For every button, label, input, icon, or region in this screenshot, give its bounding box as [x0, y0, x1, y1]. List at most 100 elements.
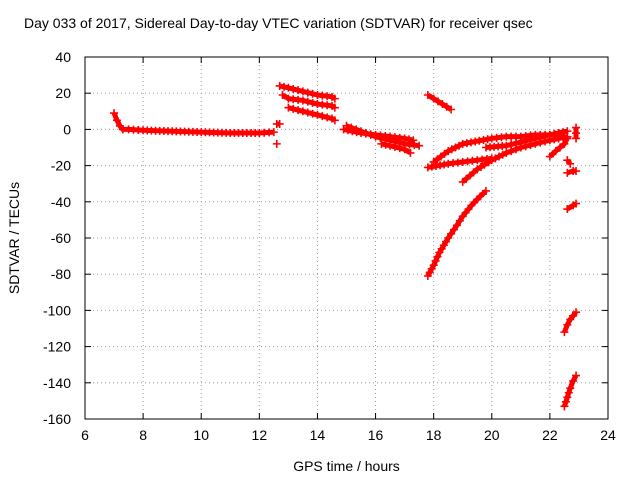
data-point [560, 402, 569, 411]
data-point [289, 84, 298, 93]
data-point [431, 256, 440, 265]
data-point [481, 186, 490, 195]
data-point [377, 139, 386, 148]
data-point [569, 376, 578, 385]
data-point [545, 130, 554, 139]
data-point [376, 133, 385, 142]
data-point [521, 136, 530, 145]
data-point [561, 397, 570, 406]
y-tick-label: 40 [55, 49, 71, 65]
data-point [395, 144, 404, 153]
data-point [455, 141, 464, 150]
data-point [272, 139, 281, 148]
series-14 [423, 186, 490, 281]
data-point [564, 388, 573, 397]
data-point [280, 82, 289, 91]
data-point [442, 102, 451, 111]
data-point [357, 127, 366, 136]
data-point [545, 152, 554, 161]
y-tick-label: -60 [51, 230, 71, 246]
data-point [502, 141, 511, 150]
data-point [318, 112, 327, 121]
data-point [275, 119, 284, 128]
x-tick-label: 8 [139, 427, 147, 443]
data-point [536, 133, 545, 142]
data-point [415, 141, 424, 150]
data-point [298, 96, 307, 105]
data-point [303, 97, 312, 106]
data-point [308, 89, 317, 98]
y-tick-label: -80 [51, 266, 71, 282]
data-point [447, 229, 456, 238]
data-point [284, 103, 293, 112]
data-point [554, 129, 563, 138]
data-point [308, 109, 317, 118]
series-21 [560, 371, 581, 411]
y-tick-label: -100 [43, 302, 71, 318]
data-point [269, 128, 278, 137]
y-tick-label: -20 [51, 158, 71, 174]
data-point [308, 98, 317, 107]
data-point [563, 168, 572, 177]
data-point [112, 116, 121, 125]
data-point [303, 108, 312, 117]
data-point [342, 121, 351, 130]
y-tick-label: -120 [43, 339, 71, 355]
data-point [284, 83, 293, 92]
data-series [110, 81, 581, 411]
data-point [491, 154, 500, 163]
data-point [294, 86, 303, 95]
x-tick-label: 12 [252, 427, 268, 443]
y-tick-label: 20 [55, 85, 71, 101]
data-point [330, 94, 339, 103]
data-point [423, 91, 432, 100]
data-point [507, 140, 516, 149]
data-point [452, 221, 461, 230]
data-point [450, 225, 459, 234]
x-axis-label: GPS time / hours [293, 458, 400, 474]
data-point [366, 130, 375, 139]
data-point [400, 145, 409, 154]
series-line [425, 189, 488, 278]
data-point [563, 320, 572, 329]
x-tick-label: 14 [310, 427, 326, 443]
y-tick-label: -40 [51, 194, 71, 210]
data-point [429, 261, 438, 270]
data-point [347, 123, 356, 132]
series-13 [481, 127, 572, 152]
series-0 [110, 109, 278, 138]
grid-lines [85, 57, 608, 419]
data-point [303, 88, 312, 97]
data-point [455, 216, 464, 225]
x-tick-label: 24 [600, 427, 616, 443]
series-8 [377, 139, 415, 157]
data-point [516, 138, 525, 147]
data-point [275, 81, 284, 90]
data-point [566, 159, 575, 168]
data-point [438, 100, 447, 109]
chart-title: Day 033 of 2017, Sidereal Day-to-day VTE… [24, 15, 533, 31]
data-point [531, 134, 540, 143]
data-point [298, 87, 307, 96]
data-point [381, 140, 390, 149]
data-point [558, 128, 567, 137]
data-point [566, 384, 575, 393]
data-point [560, 139, 569, 148]
x-tick-label: 20 [484, 427, 500, 443]
data-point [572, 199, 581, 208]
x-tick-label: 10 [193, 427, 209, 443]
data-point [352, 125, 361, 134]
data-point [433, 252, 442, 261]
series-7 [342, 121, 424, 150]
data-point [563, 134, 572, 143]
data-point [526, 135, 535, 144]
data-point [386, 141, 395, 150]
data-point [563, 393, 572, 402]
data-point [572, 371, 581, 380]
y-axis-label: SDTVAR / TECUs [6, 182, 22, 294]
data-point [451, 143, 460, 152]
data-point [429, 94, 438, 103]
data-point [330, 103, 339, 112]
x-tick-label: 6 [81, 427, 89, 443]
